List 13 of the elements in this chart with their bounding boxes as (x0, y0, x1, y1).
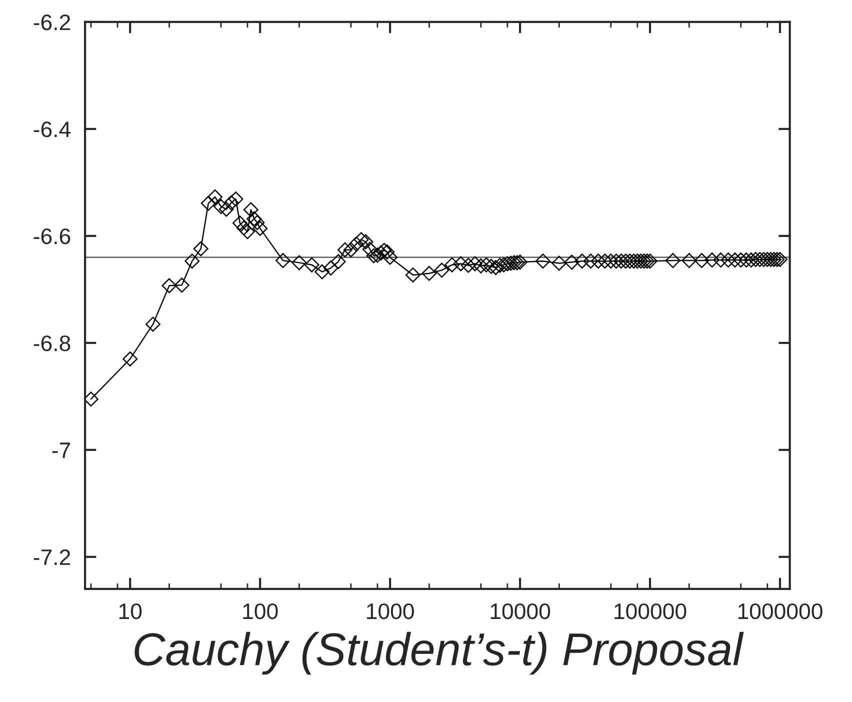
y-tick-label: -6.6 (34, 228, 70, 244)
x-tick-label: 10000 (490, 603, 550, 620)
x-tick-label: 10 (119, 603, 142, 620)
y-tick-label: -6.2 (34, 14, 70, 30)
x-axis-title: Cauchy (Student’s-t) Proposal (134, 632, 744, 675)
x-tick-label: 100 (243, 603, 278, 620)
y-tick-label: -7.2 (34, 549, 70, 565)
y-tick-label: -6.8 (34, 335, 70, 352)
x-tick-label: 1000000 (738, 603, 822, 620)
y-tick-label: -6.4 (34, 121, 70, 138)
x-tick-label: 100000 (614, 603, 686, 620)
y-tick-label: -7 (52, 442, 70, 458)
x-tick-label: 1000 (367, 603, 414, 620)
